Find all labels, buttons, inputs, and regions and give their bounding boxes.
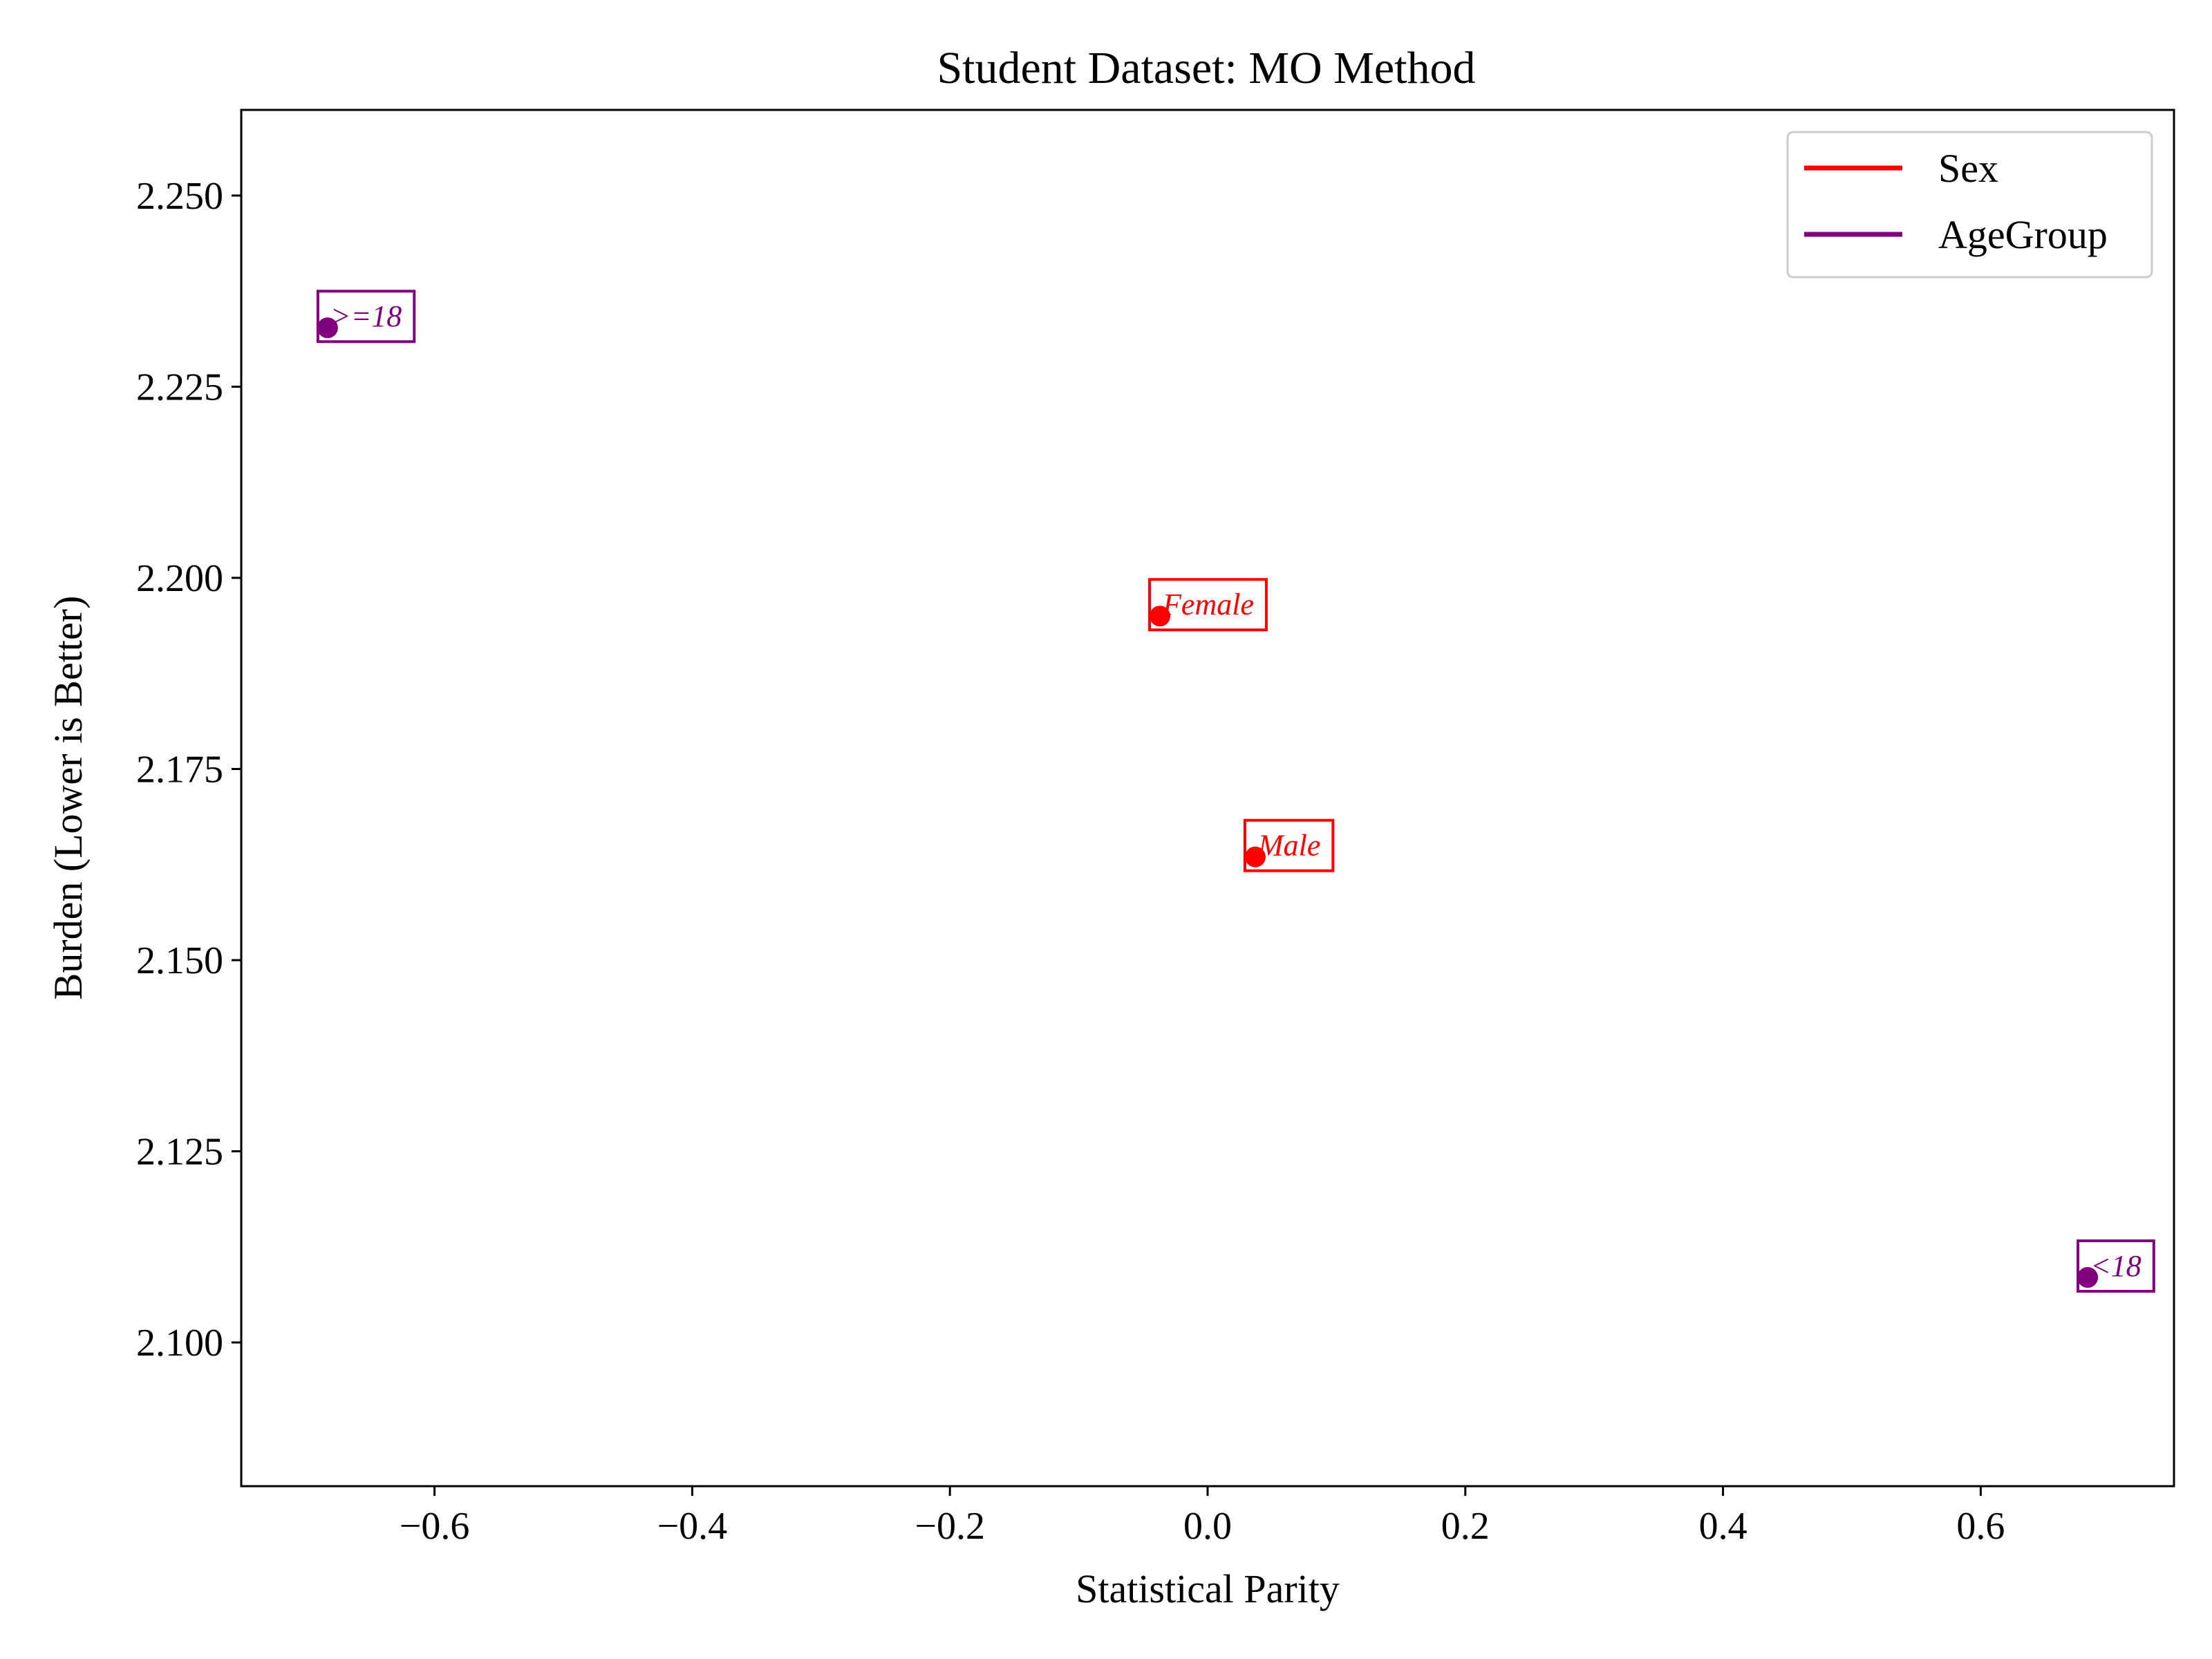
y-tick-label: 2.200 <box>136 557 223 600</box>
point-label: Male <box>1257 829 1320 863</box>
legend-label: Sex <box>1938 146 1998 191</box>
point-label: >=18 <box>330 299 402 333</box>
chart-title: Student Dataset: MO Method <box>937 43 1475 93</box>
data-points: Female Male >=18 <18 <box>316 290 2155 1293</box>
y-axis: 2.100 2.125 2.150 2.175 2.200 2.225 2.250 <box>136 175 241 1365</box>
point-label: <18 <box>2090 1249 2141 1283</box>
y-axis-label: Burden (Lower is Better) <box>46 596 91 1000</box>
y-tick-label: 2.225 <box>136 366 223 409</box>
point-label-box <box>1243 818 1335 872</box>
y-tick-label: 2.150 <box>136 939 223 982</box>
x-tick-label: 0.4 <box>1699 1505 1747 1548</box>
x-tick-label: −0.4 <box>657 1505 728 1548</box>
plot-area <box>240 109 2175 1488</box>
x-tick-label: −0.2 <box>915 1505 985 1548</box>
data-point <box>2077 1267 2099 1288</box>
point-label-box <box>316 290 416 344</box>
data-point <box>1244 846 1266 868</box>
data-point <box>1150 606 1171 627</box>
legend: Sex AgeGroup <box>1786 131 2153 279</box>
point-label-box <box>1148 578 1268 632</box>
point-label-box <box>2077 1239 2155 1293</box>
x-axis: −0.6 −0.4 −0.2 0.0 0.2 0.4 0.6 <box>400 1486 2005 1548</box>
x-tick-label: 0.0 <box>1183 1505 1232 1548</box>
x-axis-label: Statistical Parity <box>1076 1566 1340 1611</box>
legend-label: AgeGroup <box>1938 212 2108 257</box>
x-tick-label: 0.6 <box>1956 1505 2005 1548</box>
data-point <box>317 317 338 339</box>
point-label: Female <box>1162 588 1254 621</box>
x-tick-label: 0.2 <box>1441 1505 1490 1548</box>
y-tick-label: 2.100 <box>136 1322 223 1365</box>
x-tick-label: −0.6 <box>400 1505 470 1548</box>
y-tick-label: 2.125 <box>136 1131 223 1174</box>
y-tick-label: 2.250 <box>136 175 223 218</box>
y-tick-label: 2.175 <box>136 748 223 791</box>
